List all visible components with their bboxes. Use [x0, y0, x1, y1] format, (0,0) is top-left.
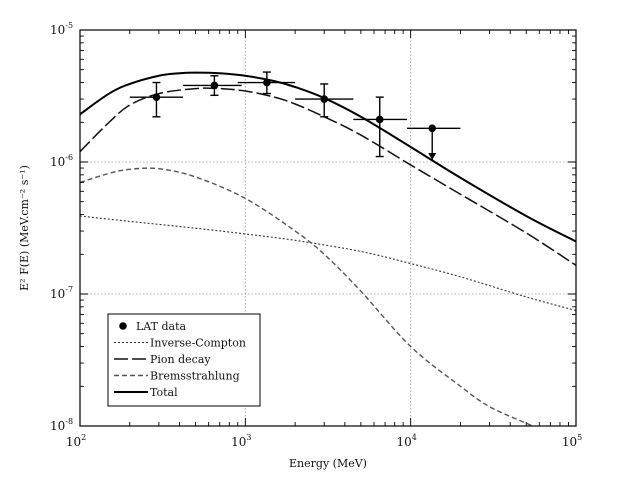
- curves: [80, 71, 576, 426]
- data-point: [353, 96, 407, 158]
- data-marker: [152, 93, 161, 101]
- x-tick-label: 102: [66, 433, 86, 449]
- tick-labels: 102 103 104 105 10-8 10-7 10-6 10-5: [50, 21, 582, 449]
- legend-label-total: Total: [150, 386, 178, 399]
- legend-box: [107, 313, 261, 407]
- y-axis-label: E² F(E) (MeV.cm⁻² s⁻¹): [18, 165, 31, 291]
- x-tick-label: 105: [562, 433, 582, 449]
- data-point: [129, 81, 184, 118]
- data-point: [406, 124, 461, 160]
- legend-label-inverse-compton: Inverse-Compton: [150, 337, 246, 350]
- data-point: [237, 71, 296, 95]
- series-line-total: [80, 71, 576, 243]
- y-tick-label: 10-5: [50, 21, 73, 37]
- data-marker: [263, 78, 271, 87]
- legend-label-pion-decay: Pion decay: [150, 353, 211, 366]
- legend: LAT data Inverse-Compton Pion decay Bremsst…: [107, 313, 261, 407]
- data-marker: [428, 124, 437, 133]
- x-tick-label: 104: [396, 433, 416, 449]
- series-line-inverse-compton: [80, 215, 576, 312]
- data-marker: [320, 95, 329, 103]
- legend-label-lat-data: LAT data: [136, 320, 187, 333]
- lat-data-points: [129, 71, 461, 160]
- series-line-bremsstrahlung: [80, 167, 534, 426]
- plot-frame: [79, 29, 577, 427]
- x-tick-label: 103: [231, 433, 251, 449]
- legend-swatch-lat-data: [119, 322, 127, 330]
- data-marker: [375, 115, 384, 124]
- y-tick-label: 10-8: [50, 417, 73, 433]
- x-axis-label: Energy (MeV): [289, 457, 367, 470]
- data-marker: [210, 81, 219, 90]
- data-point: [295, 83, 354, 118]
- data-point: [183, 75, 242, 97]
- upper-limit-arrow: [428, 153, 437, 160]
- axis-ticks: [79, 30, 576, 427]
- series-line-pion-decay: [80, 87, 576, 266]
- y-tick-label: 10-6: [50, 153, 73, 169]
- legend-label-bremsstrahlung: Bremsstrahlung: [150, 370, 240, 383]
- ticks: [79, 30, 576, 427]
- y-tick-label: 10-7: [50, 285, 73, 301]
